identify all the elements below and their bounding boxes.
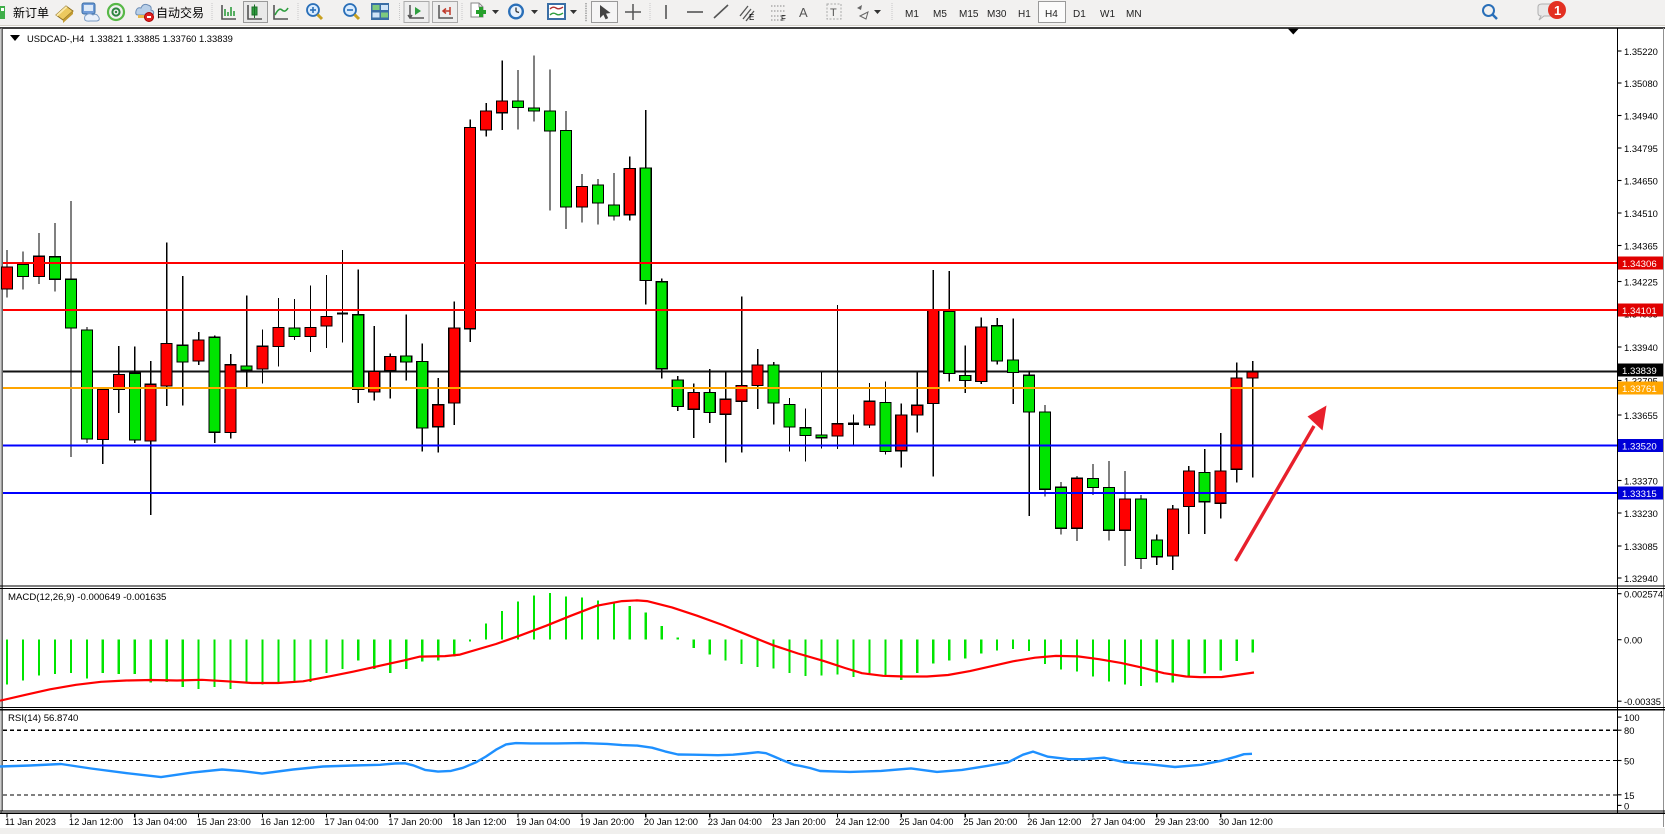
svg-text:1.33655: 1.33655 xyxy=(1624,410,1658,421)
svg-text:MN: MN xyxy=(1126,9,1142,20)
svg-text:27 Jan 04:00: 27 Jan 04:00 xyxy=(1091,816,1145,827)
svg-text:1.33315: 1.33315 xyxy=(1622,489,1657,500)
svg-text:新订单: 新订单 xyxy=(13,5,49,20)
svg-text:T: T xyxy=(830,7,837,19)
svg-text:25 Jan 20:00: 25 Jan 20:00 xyxy=(963,816,1017,827)
svg-text:W1: W1 xyxy=(1100,9,1115,20)
svg-text:25 Jan 04:00: 25 Jan 04:00 xyxy=(899,816,953,827)
svg-text:15: 15 xyxy=(1624,790,1634,801)
svg-text:M5: M5 xyxy=(933,9,947,20)
svg-text:1.32940: 1.32940 xyxy=(1624,573,1658,584)
svg-text:20 Jan 12:00: 20 Jan 12:00 xyxy=(644,816,698,827)
svg-text:15 Jan 23:00: 15 Jan 23:00 xyxy=(197,816,251,827)
svg-text:-0.00335: -0.00335 xyxy=(1624,696,1661,707)
svg-text:1.34940: 1.34940 xyxy=(1624,111,1658,122)
svg-text:1.33795: 1.33795 xyxy=(1624,376,1658,387)
svg-text:1.34365: 1.34365 xyxy=(1624,241,1658,252)
svg-text:1.34795: 1.34795 xyxy=(1624,143,1658,154)
svg-text:1.33761: 1.33761 xyxy=(1622,384,1657,395)
svg-text:80: 80 xyxy=(1624,725,1634,736)
svg-text:1.33940: 1.33940 xyxy=(1624,342,1658,353)
svg-text:1.34650: 1.34650 xyxy=(1624,176,1658,187)
svg-text:F: F xyxy=(781,14,786,23)
svg-text:M30: M30 xyxy=(987,9,1007,20)
svg-text:M1: M1 xyxy=(905,9,919,20)
svg-text:12 Jan 12:00: 12 Jan 12:00 xyxy=(69,816,123,827)
svg-text:1.34225: 1.34225 xyxy=(1624,277,1658,288)
svg-text:E: E xyxy=(749,13,754,22)
svg-text:1.33085: 1.33085 xyxy=(1624,541,1658,552)
svg-text:29 Jan 23:00: 29 Jan 23:00 xyxy=(1155,816,1209,827)
svg-text:1.34101: 1.34101 xyxy=(1622,306,1657,317)
svg-text:30 Jan 12:00: 30 Jan 12:00 xyxy=(1219,816,1273,827)
svg-text:1.33230: 1.33230 xyxy=(1624,508,1658,519)
svg-text:D1: D1 xyxy=(1073,9,1086,20)
svg-text:24 Jan 12:00: 24 Jan 12:00 xyxy=(835,816,889,827)
svg-text:A: A xyxy=(799,5,808,20)
svg-text:1.34306: 1.34306 xyxy=(1622,259,1657,270)
svg-text:18 Jan 12:00: 18 Jan 12:00 xyxy=(452,816,506,827)
svg-text:1: 1 xyxy=(1554,3,1561,18)
svg-text:0.002574: 0.002574 xyxy=(1624,589,1663,600)
svg-text:13 Jan 04:00: 13 Jan 04:00 xyxy=(133,816,187,827)
svg-text:0: 0 xyxy=(1624,800,1629,811)
svg-text:H4: H4 xyxy=(1045,9,1058,20)
svg-text:16 Jan 12:00: 16 Jan 12:00 xyxy=(261,816,315,827)
svg-text:26 Jan 12:00: 26 Jan 12:00 xyxy=(1027,816,1081,827)
svg-text:100: 100 xyxy=(1624,712,1640,723)
svg-text:19 Jan 20:00: 19 Jan 20:00 xyxy=(580,816,634,827)
svg-text:M15: M15 xyxy=(959,9,979,20)
svg-text:19 Jan 04:00: 19 Jan 04:00 xyxy=(516,816,570,827)
svg-text:23 Jan 20:00: 23 Jan 20:00 xyxy=(772,816,826,827)
svg-text:自动交易: 自动交易 xyxy=(156,5,204,20)
svg-text:11 Jan 2023: 11 Jan 2023 xyxy=(5,816,56,827)
svg-text:1.33839: 1.33839 xyxy=(1622,366,1657,377)
svg-text:H1: H1 xyxy=(1018,9,1031,20)
svg-text:1.34510: 1.34510 xyxy=(1624,208,1658,219)
svg-text:1.33370: 1.33370 xyxy=(1624,476,1658,487)
svg-text:17 Jan 04:00: 17 Jan 04:00 xyxy=(324,816,378,827)
svg-text:USDCAD-,H4 1.33821 1.33885 1.: USDCAD-,H4 1.33821 1.33885 1.33760 1.338… xyxy=(27,33,233,44)
svg-text:MACD(12,26,9) -0.000649 -0.001: MACD(12,26,9) -0.000649 -0.001635 xyxy=(8,592,166,603)
svg-text:1.35220: 1.35220 xyxy=(1624,46,1658,57)
svg-text:RSI(14) 56.8740: RSI(14) 56.8740 xyxy=(8,713,78,724)
svg-text:17 Jan 20:00: 17 Jan 20:00 xyxy=(388,816,442,827)
svg-text:23 Jan 04:00: 23 Jan 04:00 xyxy=(708,816,762,827)
svg-text:1.35080: 1.35080 xyxy=(1624,78,1658,89)
svg-text:1.33520: 1.33520 xyxy=(1622,442,1657,453)
svg-text:0.00: 0.00 xyxy=(1624,635,1642,646)
svg-text:50: 50 xyxy=(1624,756,1634,767)
